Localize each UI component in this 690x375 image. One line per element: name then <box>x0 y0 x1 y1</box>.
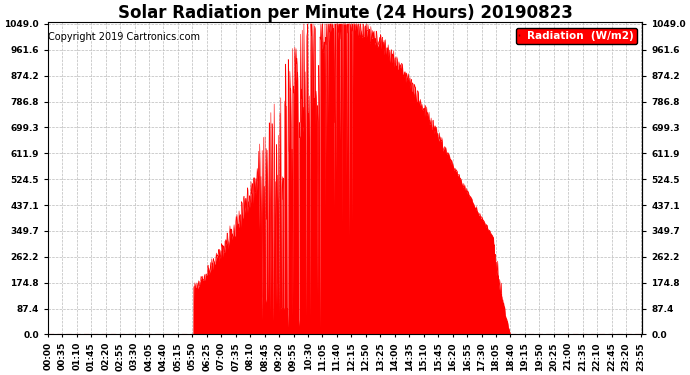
Title: Solar Radiation per Minute (24 Hours) 20190823: Solar Radiation per Minute (24 Hours) 20… <box>117 4 573 22</box>
Text: Copyright 2019 Cartronics.com: Copyright 2019 Cartronics.com <box>48 32 200 42</box>
Legend: Radiation  (W/m2): Radiation (W/m2) <box>515 27 637 44</box>
